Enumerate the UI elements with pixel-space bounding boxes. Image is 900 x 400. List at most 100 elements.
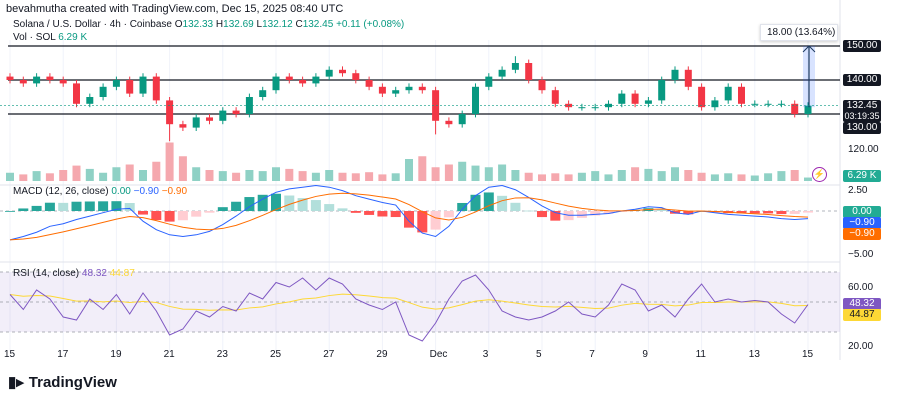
macd-histogram-bar [656,209,667,211]
time-axis-label: Dec [429,349,448,360]
candle-body [112,80,120,87]
candle-body [764,103,772,105]
candle-body [378,86,386,94]
volume-bar [19,174,28,181]
volume-value: 6.29 K [58,32,88,43]
macd-histogram-bar [138,211,148,215]
macd-histogram-bar [470,194,481,211]
candle-body [325,69,333,77]
candle-body [472,86,479,114]
volume-badge: 6.29 K [843,170,881,182]
macd-histogram-bar [497,195,508,211]
candle-body [299,80,307,84]
macd-histogram-bar [776,211,787,215]
macd-histogram-bar [364,211,375,215]
macd-histogram-bar [550,211,561,221]
macd-histogram-bar [151,211,162,221]
volume-bar [311,172,320,181]
macd-histogram-bar [430,211,441,230]
volume-bar [604,174,613,181]
candle-body [671,69,679,80]
macd-histogram-bar [84,201,95,211]
macd-histogram-bar [284,195,295,211]
candle-body [73,83,80,104]
rsi-ma-value: 44.87 [109,268,135,279]
candle-body [285,76,293,80]
macd-histogram-bar [31,205,42,211]
candle-body [498,69,506,77]
time-axis-label: 7 [589,349,595,360]
candle-body [804,105,812,114]
close-label: C [295,19,303,30]
candle-body [86,97,94,104]
candle-body [791,103,799,114]
macd-histogram-bar [590,211,601,216]
time-axis-label: 19 [110,349,122,360]
candle-body [139,76,147,94]
volume-bar [484,167,493,181]
candle-body [578,107,586,109]
volume-bar [139,170,147,181]
volume-bar [418,156,427,181]
volume-bar [378,174,387,181]
macd-hist-badge: 0.00 [843,206,881,218]
time-axis-label: 15 [4,349,16,360]
macd-histogram-bar [271,193,281,211]
macd-axis-bottom: −5.00 [848,249,874,260]
candle-body [232,110,240,114]
rsi-title: RSI (14, close) [13,268,80,279]
candle-body [751,103,759,105]
candle-body [339,69,346,74]
logo-text: TradingView [28,373,117,391]
symbol-title[interactable]: Solana / U.S. Dollar · 4h · Coinbase [13,19,172,30]
candle-body [738,86,745,104]
volume-bar [644,168,653,181]
candle-body [179,124,187,128]
volume-bar [99,172,108,181]
macd-histogram-bar [443,211,454,218]
tradingview-logo[interactable]: ▮▸ TradingView [8,373,117,392]
level-badge-150: 150.00 [843,40,881,52]
macd-histogram-bar [244,197,255,211]
measure-tooltip: 18.00 (13.64%) 1,8 [760,24,838,41]
volume-bar [777,171,786,181]
time-axis-label: 3 [482,349,489,360]
time-axis-label: 27 [323,349,335,360]
lightning-icon[interactable]: ⚡ [812,167,827,182]
rsi-badge: 48.32 [843,298,881,310]
rsi-axis-top: 60.00 [848,282,874,293]
volume-bar [790,170,799,181]
macd-value: −0.90 [133,186,159,197]
macd-histogram-bar [98,201,109,211]
volume-bar [178,156,187,181]
volume-bar [365,172,374,181]
volume-bar [298,171,307,181]
volume-bar [750,175,759,181]
macd-histogram-bar [257,194,268,211]
arrow-head-icon [802,45,816,53]
volume-bar [498,164,507,181]
open-value: 132.33 [182,19,214,30]
axis-label-120: 120.00 [848,144,879,155]
volume-bar [205,170,214,181]
volume-bar [591,171,600,181]
rsi-legend: RSI (14, close) 48.32 44.87 [13,268,135,279]
time-axis-label: 17 [57,349,69,360]
macd-histogram-bar [390,211,401,218]
volume-bar [764,173,773,181]
last-price-badge: 132.45 03:19:35 [843,100,881,122]
volume-bar [724,173,733,181]
macd-histogram-bar [191,211,202,217]
macd-histogram-bar [789,211,800,214]
time-axis-label: 25 [270,349,282,360]
macd-badge: −0.90 [843,217,881,229]
candle-body [405,86,413,91]
candle-body [551,90,559,104]
volume-bar [45,173,54,181]
candle-body [538,80,546,91]
candle-body [711,100,719,108]
volume-bar [511,170,520,181]
macd-histogram-bar [350,211,361,213]
volume-bar [551,173,560,181]
